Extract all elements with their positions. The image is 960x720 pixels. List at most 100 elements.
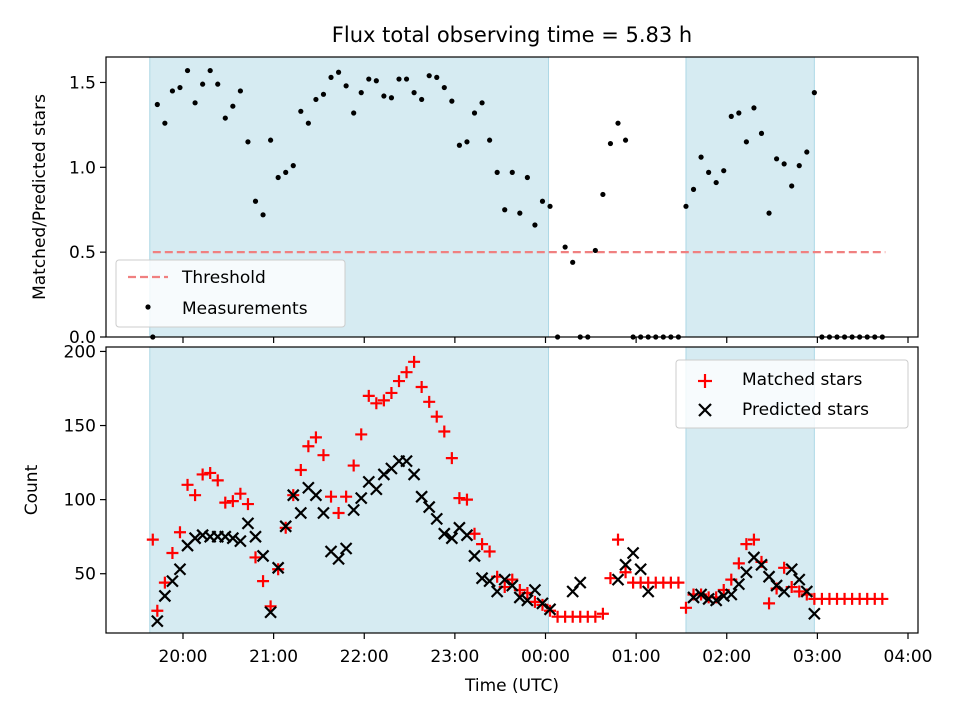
measurement-point xyxy=(600,191,606,198)
predicted-star-point xyxy=(249,530,262,543)
matched-star-point xyxy=(528,595,541,608)
bottom-plot-frame xyxy=(105,346,919,634)
measurement-point xyxy=(230,103,236,109)
matched-star-point xyxy=(325,490,338,503)
predicted-star-point xyxy=(286,488,300,502)
predicted-star-point xyxy=(725,588,738,601)
matched-star-point xyxy=(166,546,179,559)
predicted-star-point xyxy=(188,531,202,545)
predicted-star-point xyxy=(354,491,368,505)
measurement-point xyxy=(683,203,689,209)
measurement-point xyxy=(426,73,432,79)
measurement-point xyxy=(487,137,493,143)
measurement-point xyxy=(524,174,530,181)
legend-threshold-label: Threshold xyxy=(181,268,266,288)
matched-star-point xyxy=(317,449,330,462)
measurement-point xyxy=(796,163,802,169)
measurement-point xyxy=(570,259,576,265)
matched-star-point xyxy=(506,573,519,586)
measurement-point xyxy=(789,183,795,189)
matched-star-point xyxy=(612,533,624,546)
predicted-star-point xyxy=(740,565,753,579)
matched-star-point xyxy=(476,538,489,551)
matched-star-point xyxy=(740,538,753,551)
matched-star-point xyxy=(747,533,760,546)
predicted-star-point xyxy=(241,517,255,530)
matched-star-point xyxy=(211,474,224,487)
predicted-star-point xyxy=(309,488,323,502)
predicted-star-point xyxy=(611,573,625,586)
measurement-point xyxy=(781,161,787,167)
predicted-star-point xyxy=(777,585,791,598)
bottom-legend-box xyxy=(675,359,909,429)
matched-star-point xyxy=(589,610,602,623)
matched-star-point xyxy=(793,585,806,598)
measurement-point xyxy=(154,101,160,108)
matched-star-point xyxy=(423,395,436,408)
predicted-star-point xyxy=(483,574,496,588)
measurement-point xyxy=(215,81,221,87)
predicted-star-point xyxy=(226,531,240,545)
measurement-point xyxy=(268,137,274,143)
measurement-point xyxy=(320,91,327,97)
measurement-point xyxy=(335,69,342,75)
x-tick-label: 20:00 xyxy=(159,647,208,667)
predicted-star-point xyxy=(536,597,549,610)
measurement-point xyxy=(260,212,266,218)
predicted-star-point xyxy=(377,468,391,481)
measurement-point xyxy=(419,96,425,103)
measurement-point xyxy=(169,88,176,94)
predicted-star-point xyxy=(173,563,187,576)
measurement-point xyxy=(366,76,372,82)
predicted-star-point xyxy=(151,614,164,628)
measurement-point xyxy=(396,76,402,82)
legend-measurements-label: Measurements xyxy=(182,299,308,319)
predicted-star-point xyxy=(317,506,330,520)
matched-star-point xyxy=(294,463,307,476)
matched-star-point xyxy=(763,597,776,610)
matched-star-point xyxy=(438,425,451,438)
y-tick-label: 150 xyxy=(64,417,96,437)
measurement-point xyxy=(290,163,296,169)
x-tick-label: 02:00 xyxy=(702,647,751,667)
matched-star-point xyxy=(302,440,315,453)
legend-matched-label: Matched stars xyxy=(742,370,862,390)
matched-star-point xyxy=(355,428,368,441)
matched-star-point xyxy=(778,561,791,574)
measurement-point xyxy=(388,95,395,101)
measurement-point xyxy=(532,222,538,228)
measurement-point xyxy=(222,115,228,121)
matched-star-point xyxy=(483,545,496,558)
measurement-point xyxy=(773,156,780,162)
predicted-star-point xyxy=(370,482,383,496)
predicted-star-point xyxy=(264,605,277,619)
matched-star-point xyxy=(257,575,270,588)
predicted-star-point xyxy=(626,546,640,560)
bottom-panel: 50 100 150 200 20:00 21:00 22:00 23:00 00:00 01:… xyxy=(22,342,933,696)
top-panel: 0.0 0.5 1.0 1.5 Matched/Predicted stars Thr… xyxy=(30,56,919,348)
predicted-star-point xyxy=(800,585,814,598)
predicted-star-point xyxy=(400,454,413,468)
top-legend-box xyxy=(115,259,346,328)
matched-star-point xyxy=(468,527,481,540)
measurement-point xyxy=(177,84,183,91)
y-tick-label: 0.0 xyxy=(69,328,96,348)
predicted-star-point xyxy=(158,589,172,603)
predicted-star-point xyxy=(332,552,345,566)
top-y-axis-label: Matched/Predicted stars xyxy=(30,94,50,300)
measurement-point xyxy=(804,149,810,155)
measurement-point xyxy=(615,120,621,126)
matched-star-point xyxy=(370,397,383,410)
measurement-point xyxy=(328,74,334,80)
measurement-point xyxy=(184,67,191,74)
measurement-point xyxy=(811,90,817,96)
matched-star-point xyxy=(377,394,390,407)
predicted-star-point xyxy=(694,588,708,601)
shaded-interval-1 xyxy=(685,56,815,338)
predicted-star-point xyxy=(755,558,768,572)
x-tick-label: 22:00 xyxy=(340,647,389,667)
predicted-star-point xyxy=(438,527,451,540)
legend-measurements-swatch xyxy=(145,304,151,310)
measurement-point xyxy=(411,90,417,96)
